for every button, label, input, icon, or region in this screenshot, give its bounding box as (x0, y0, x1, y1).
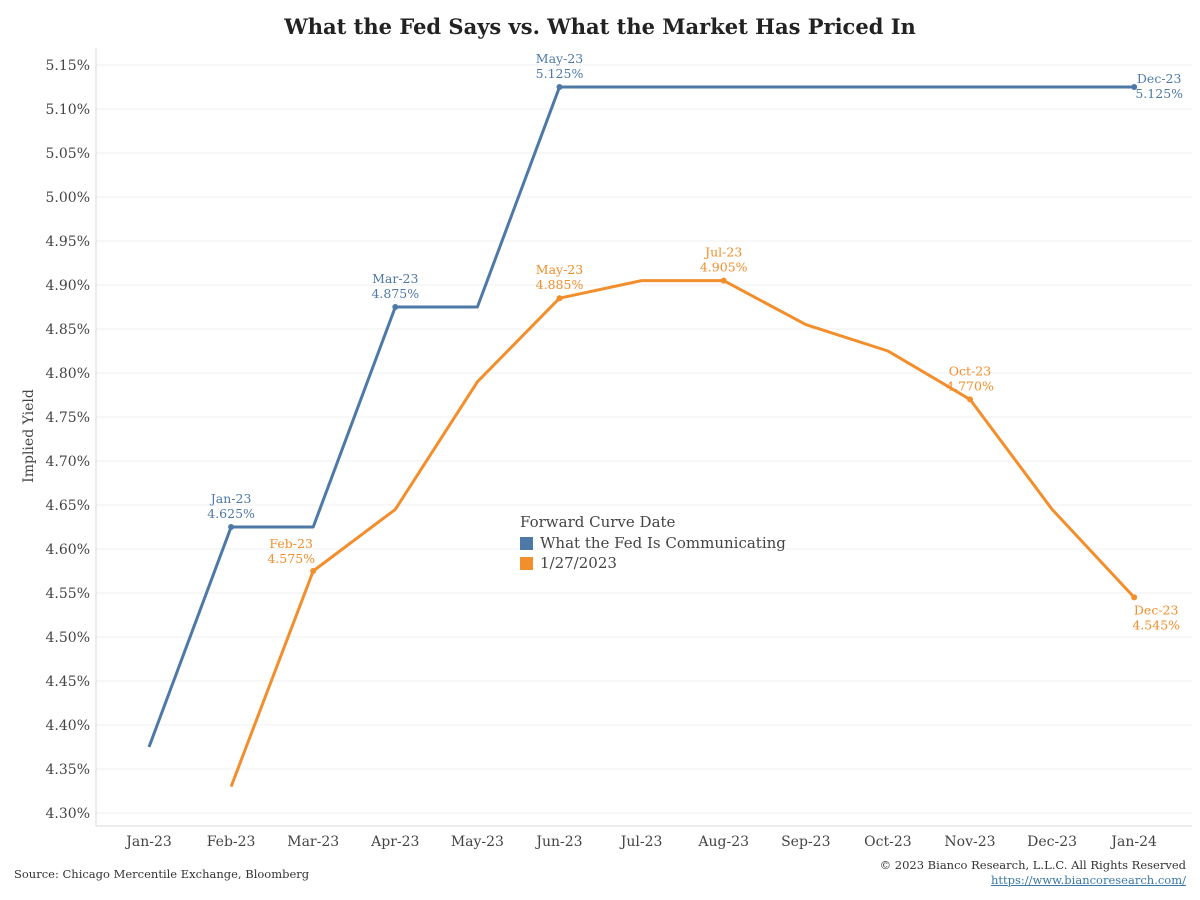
copyright-text: © 2023 Bianco Research, L.L.C. All Right… (879, 858, 1186, 872)
legend: Forward Curve Date What the Fed Is Commu… (520, 513, 786, 573)
x-tick-label: Apr-23 (370, 834, 419, 850)
data-point-marker[interactable] (310, 568, 317, 574)
y-axis-label: Implied Yield (21, 389, 37, 483)
x-tick-label: May-23 (451, 834, 504, 850)
chart-title: What the Fed Says vs. What the Market Ha… (284, 14, 916, 39)
data-label-date: Oct-23 (949, 363, 991, 378)
y-tick-label: 4.80% (46, 366, 90, 382)
x-tick-label: Sep-23 (781, 834, 830, 850)
data-label-date: Dec-23 (1137, 71, 1182, 86)
y-tick-label: 4.70% (46, 454, 90, 470)
x-tick-label: Jul-23 (619, 834, 663, 850)
legend-title: Forward Curve Date (520, 513, 676, 531)
y-tick-label: 4.90% (46, 278, 90, 294)
legend-swatch-fed (520, 536, 533, 550)
data-label-date: Dec-23 (1134, 602, 1179, 617)
data-label-value: 5.125% (1135, 86, 1183, 101)
legend-item-market[interactable]: 1/27/2023 (520, 553, 786, 573)
y-tick-label: 4.60% (46, 542, 90, 558)
y-tick-label: 4.35% (46, 762, 90, 778)
y-tick-label: 4.40% (46, 718, 90, 734)
data-label-date: May-23 (536, 262, 583, 277)
y-tick-label: 4.85% (46, 322, 90, 338)
data-labels: Jan-234.625%Mar-234.875%May-235.125% Dec-… (207, 51, 1183, 632)
data-label-value: 4.905% (700, 260, 748, 275)
legend-item-fed[interactable]: What the Fed Is Communicating (520, 533, 786, 553)
source-note: Source: Chicago Mercentile Exchange, Blo… (14, 867, 310, 881)
data-label-value: 4.770% (946, 378, 994, 393)
x-tick-label: Feb-23 (207, 834, 256, 850)
data-label-date: Mar-23 (372, 271, 418, 286)
data-point-marker[interactable] (556, 295, 563, 302)
series-lines (147, 85, 1136, 788)
data-label-date: Jan-23 (209, 491, 252, 506)
data-label-value: 4.545% (1132, 617, 1180, 632)
footer-credits: © 2023 Bianco Research, L.L.C. All Right… (880, 858, 1186, 888)
x-tick-label: Jan-23 (124, 834, 172, 850)
data-label-value: 4.575% (267, 551, 315, 566)
data-point-marker[interactable] (967, 396, 973, 403)
y-tick-label: 4.95% (46, 234, 90, 250)
series-line-market[interactable] (229, 279, 1136, 788)
x-tick-label: Oct-23 (864, 834, 912, 850)
x-tick-label: Nov-23 (944, 834, 995, 850)
x-tick-label: Jan-24 (1109, 834, 1157, 850)
data-label-value: 4.625% (207, 506, 255, 521)
y-tick-label: 5.05% (46, 146, 90, 162)
data-label-value: 4.875% (371, 286, 419, 301)
data-point-marker[interactable] (1131, 594, 1138, 601)
website-link[interactable]: https://www.biancoresearch.com/ (990, 873, 1186, 887)
legend-label-market: 1/27/2023 (540, 554, 617, 572)
data-label-date: Jul-23 (703, 245, 742, 260)
y-tick-label: 5.00% (46, 190, 90, 206)
y-tick-label: 4.30% (46, 806, 90, 822)
y-tick-label: 4.50% (46, 630, 90, 646)
y-tick-label: 4.55% (46, 586, 90, 602)
data-label-value: 4.885% (536, 277, 584, 292)
data-point-marker[interactable] (392, 304, 399, 310)
y-tick-label: 5.15% (46, 58, 90, 74)
axes: 4.30% 4.35% 4.40% 4.45% 4.50% 4.55% 4.60% 4.65%… (46, 48, 1192, 850)
x-tick-label: Aug-23 (697, 834, 749, 850)
data-label-date: Feb-23 (269, 536, 313, 551)
legend-label-fed: What the Fed Is Communicating (540, 534, 786, 552)
x-tick-label: Mar-23 (287, 834, 339, 850)
data-point-marker[interactable] (1131, 84, 1138, 90)
data-point-marker[interactable] (228, 524, 235, 530)
x-tick-label: Dec-23 (1027, 834, 1077, 850)
gridlines (96, 64, 1192, 814)
y-tick-label: 4.75% (46, 410, 90, 426)
data-label-value: 5.125% (536, 66, 584, 81)
y-tick-label: 5.10% (46, 102, 90, 118)
series-line-fed[interactable] (147, 85, 1135, 748)
data-point-marker[interactable] (556, 84, 563, 90)
data-label-date: May-23 (536, 51, 583, 66)
y-tick-label: 4.45% (46, 674, 90, 690)
legend-swatch-market (520, 556, 533, 570)
data-point-marker[interactable] (720, 277, 727, 284)
y-tick-label: 4.65% (46, 498, 90, 514)
x-tick-label: Jun-23 (534, 834, 582, 850)
